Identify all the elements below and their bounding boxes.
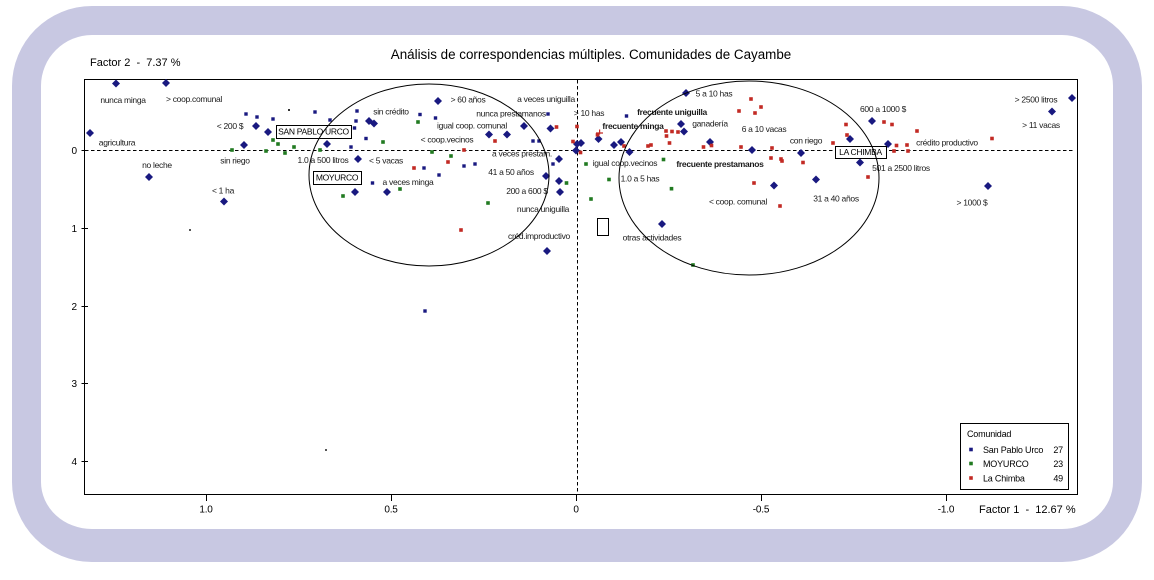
svg-text:> coop.comunal: > coop.comunal [166,94,222,104]
svg-text:a veces minga: a veces minga [383,177,434,187]
svg-text:frecuente prestamanos: frecuente prestamanos [676,159,764,169]
svg-text:ganadería: ganadería [692,119,728,129]
svg-text:-0.5: -0.5 [753,505,770,516]
svg-text:2: 2 [71,302,77,313]
svg-text:nunca minga: nunca minga [100,95,146,105]
svg-text:< 1 ha: < 1 ha [212,186,235,196]
svg-text:41 a 50 años: 41 a 50 años [488,167,534,177]
svg-text:> 10 has: > 10 has [574,108,604,118]
svg-text:49: 49 [1053,473,1063,483]
svg-text:1: 1 [71,224,77,235]
svg-text:MOYURCO: MOYURCO [316,173,359,183]
svg-text:0.5: 0.5 [384,505,398,516]
svg-text:-1.0: -1.0 [938,505,955,516]
svg-text:< coop. comunal: < coop. comunal [709,197,768,207]
svg-text:1.0: 1.0 [199,505,213,516]
svg-text:> 11 vacas: > 11 vacas [1022,120,1060,130]
svg-text:< 5 vacas: < 5 vacas [369,156,403,166]
svg-text:> 60 años: > 60 años [451,95,486,105]
svg-text:3: 3 [71,379,77,390]
svg-text:600 a 1000 $: 600 a 1000 $ [860,104,907,114]
svg-text:Comunidad: Comunidad [967,429,1011,439]
svg-text:nunca prestamanos: nunca prestamanos [476,109,546,119]
svg-text:igual coop. comunal: igual coop. comunal [437,121,507,131]
svg-text:4: 4 [71,457,77,468]
svg-text:6 a 10 vacas: 6 a 10 vacas [742,124,787,134]
svg-text:a veces prestam.: a veces prestam. [492,149,552,159]
svg-text:Factor 2 - 7.37 %: Factor 2 - 7.37 % [90,57,181,69]
svg-text:sin crédito: sin crédito [373,107,409,117]
svg-text:23: 23 [1053,459,1063,469]
svg-text:> 2500 litros: > 2500 litros [1015,95,1058,105]
svg-text:501 a 2500 litros: 501 a 2500 litros [872,163,930,173]
svg-text:con riego: con riego [790,136,823,146]
svg-text:agricultura: agricultura [99,138,136,148]
svg-text:Factor 1 - 12.67 %: Factor 1 - 12.67 % [979,504,1076,516]
svg-text:1.0 a 5 has: 1.0 a 5 has [621,174,660,184]
svg-text:frecuente uniguilla: frecuente uniguilla [637,107,707,117]
svg-text:igual coop.vecinos: igual coop.vecinos [593,158,658,168]
svg-text:< coop.vecinos: < coop.vecinos [421,135,474,145]
svg-text:< 200 $: < 200 $ [217,121,244,131]
svg-text:San Pablo Urco: San Pablo Urco [983,445,1043,455]
svg-text:1.0 a 500 litros: 1.0 a 500 litros [298,155,349,165]
svg-text:> 1000 $: > 1000 $ [957,198,988,208]
svg-text:no leche: no leche [142,160,172,170]
svg-text:0: 0 [71,146,77,157]
svg-text:otras actividades: otras actividades [623,233,682,243]
svg-text:La Chimba: La Chimba [983,473,1025,483]
svg-text:31 a 40 años: 31 a 40 años [813,194,859,204]
svg-text:MOYURCO: MOYURCO [983,459,1029,469]
svg-text:frecuente minga: frecuente minga [602,121,664,131]
svg-text:200 a 600 $: 200 a 600 $ [506,186,548,196]
svg-text:5 a 10 has: 5 a 10 has [696,89,733,99]
svg-text:sin riego: sin riego [220,156,250,166]
svg-text:27: 27 [1053,445,1063,455]
svg-text:LA CHIMBA: LA CHIMBA [839,147,882,157]
svg-text:SAN PABLO URCO: SAN PABLO URCO [278,127,349,137]
svg-text:crédito productivo: crédito productivo [916,138,978,148]
svg-text:0: 0 [573,505,579,516]
svg-text:nunca uniguilla: nunca uniguilla [517,204,570,214]
svg-text:a veces uniguilla: a veces uniguilla [517,94,575,104]
svg-text:Análisis de correspondencias m: Análisis de correspondencias múltiples. … [391,47,791,62]
svg-text:créd.improductivo: créd.improductivo [508,231,571,241]
